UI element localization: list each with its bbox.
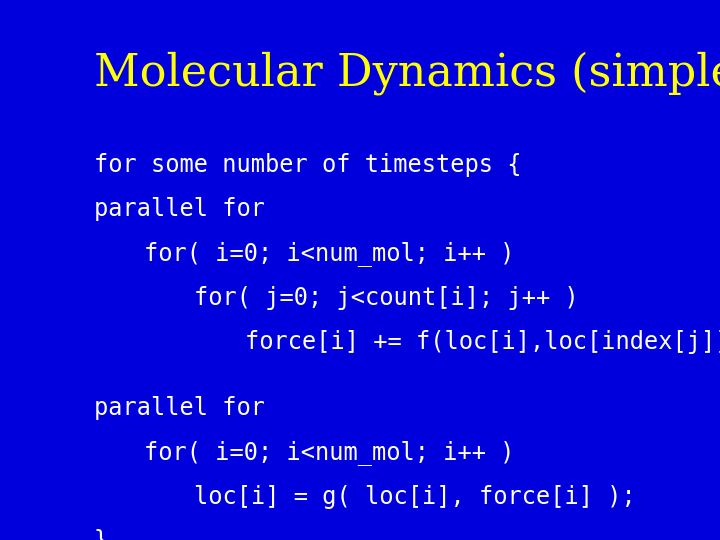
Text: for( i=0; i<num_mol; i++ ): for( i=0; i<num_mol; i++ ): [144, 440, 515, 465]
Text: for( j=0; j<count[i]; j++ ): for( j=0; j<count[i]; j++ ): [194, 286, 579, 309]
Text: for( i=0; i<num_mol; i++ ): for( i=0; i<num_mol; i++ ): [144, 241, 515, 266]
Text: loc[i] = g( loc[i], force[i] );: loc[i] = g( loc[i], force[i] );: [194, 485, 636, 509]
Text: force[i] += f(loc[i],loc[index[j]]);: force[i] += f(loc[i],loc[index[j]]);: [245, 330, 720, 354]
Text: Molecular Dynamics (simple): Molecular Dynamics (simple): [94, 51, 720, 94]
Text: parallel for: parallel for: [94, 396, 265, 420]
Text: for some number of timesteps {: for some number of timesteps {: [94, 153, 521, 177]
Text: parallel for: parallel for: [94, 197, 265, 221]
Text: }: }: [94, 529, 108, 540]
